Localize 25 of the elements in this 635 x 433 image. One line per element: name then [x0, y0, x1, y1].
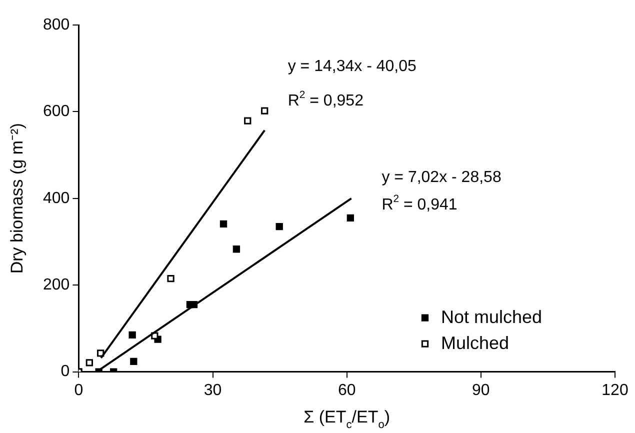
x-tick-label: 90	[472, 382, 490, 399]
x-tick-label: 30	[204, 382, 222, 399]
point	[220, 220, 228, 228]
x-tick-label: 60	[338, 382, 356, 399]
annotation: y = 14,34x - 40,05	[288, 58, 416, 76]
y-tick-label: 200	[42, 276, 70, 294]
y-tick-label: 600	[42, 103, 70, 120]
annotation: y = 7,02x - 28,58	[382, 169, 502, 186]
point	[244, 117, 252, 124]
point	[276, 223, 283, 230]
y-axis-title: Dry biomass (g m⁻²)	[8, 123, 27, 274]
point	[128, 331, 136, 339]
y-tick-label: 800	[42, 16, 70, 34]
point	[232, 246, 240, 253]
y-tick-label: 400	[42, 190, 70, 207]
point	[346, 214, 354, 222]
x-tick-label: 0	[74, 382, 84, 399]
point	[167, 275, 174, 282]
x-tick-label: 120	[602, 382, 628, 399]
point	[86, 359, 93, 366]
y-tick-label: 0	[60, 363, 70, 380]
point	[261, 107, 268, 114]
legend-label: Not mulched	[441, 306, 542, 327]
point	[130, 358, 138, 365]
legend-label: Mulched	[441, 332, 510, 353]
